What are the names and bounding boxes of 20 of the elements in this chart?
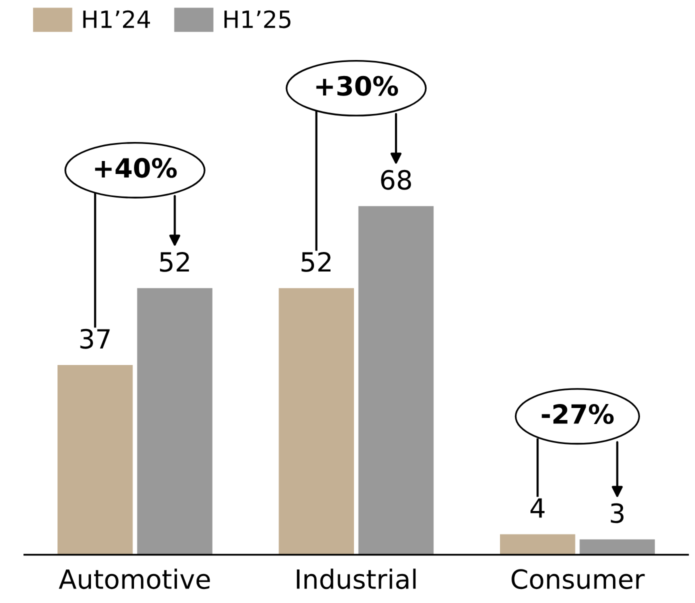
bar (58, 365, 133, 555)
text: +30% (316, 76, 398, 96)
bar (278, 288, 354, 555)
data-label: 3 (610, 503, 624, 524)
bar (500, 534, 576, 555)
bar (580, 539, 655, 555)
data-label: 68 (381, 170, 411, 190)
x-tick-label: Consumer (512, 569, 645, 590)
x-tick-label: Industrial (296, 568, 416, 590)
annotation: -27% (542, 404, 614, 424)
x-tick-label: Automotive (58, 568, 210, 590)
data-label: 52 (160, 252, 189, 272)
data-label: 37 (80, 328, 110, 349)
legend-label: H1’24 (83, 10, 150, 28)
legend-label: H1’25 (224, 10, 290, 28)
bar (137, 288, 212, 555)
data-label: 52 (302, 252, 331, 272)
bar (358, 206, 434, 555)
data-label: 4 (530, 498, 545, 518)
text: +40% (95, 158, 177, 178)
